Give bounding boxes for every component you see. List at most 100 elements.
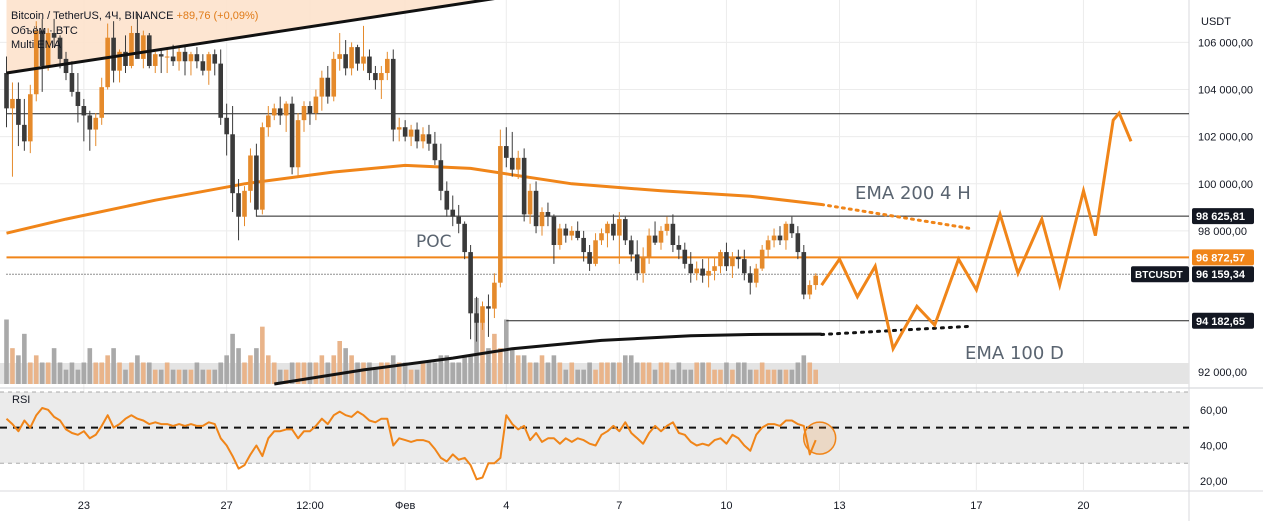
ema200-line	[6, 163, 822, 235]
candle	[385, 51, 390, 81]
volume-bar	[75, 369, 81, 384]
volume-bar	[99, 362, 104, 384]
candle-body	[313, 96, 319, 114]
volume-bar	[628, 355, 634, 384]
candle-body	[99, 87, 104, 118]
candle-body	[807, 285, 813, 295]
y-tick-label: 102 000,00	[1198, 132, 1253, 144]
candle	[379, 65, 384, 99]
candle	[676, 235, 682, 260]
symbol-line: Bitcoin / TetherUS, 4Ч, BINANCE +89,76 (…	[11, 9, 258, 24]
volume-bar	[736, 362, 741, 384]
volume-bar	[539, 355, 545, 384]
candle	[182, 44, 188, 76]
price-tag-value: 94 182,65	[1196, 316, 1245, 328]
candle	[527, 183, 533, 224]
volume-bar	[277, 369, 283, 384]
chart-legend: Bitcoin / TetherUS, 4Ч, BINANCE +89,76 (…	[11, 9, 258, 53]
candle-body	[652, 235, 658, 243]
candle-body	[414, 129, 420, 142]
candle-body	[33, 30, 39, 95]
volume-bar	[456, 362, 461, 384]
candle-body	[224, 117, 229, 135]
candle-body	[283, 103, 289, 116]
candle	[313, 89, 319, 121]
volume-bar	[367, 362, 372, 384]
candle	[283, 101, 289, 132]
candle	[795, 226, 801, 260]
volume-bar	[682, 369, 688, 384]
volume-bar	[355, 362, 360, 384]
volume-bar	[188, 369, 194, 384]
candle-body	[551, 216, 557, 246]
volume-bar	[141, 362, 146, 384]
candle	[28, 84, 33, 154]
candle-body	[468, 252, 473, 314]
candle	[343, 40, 348, 76]
y-tick-label: 98 000,00	[1198, 226, 1247, 238]
candle	[10, 82, 15, 177]
candle	[331, 51, 337, 102]
candle-body	[557, 228, 563, 246]
candle	[75, 73, 81, 123]
candle-body	[569, 230, 575, 236]
x-tick-label: 23	[78, 500, 90, 512]
x-tick-label: 13	[833, 500, 845, 512]
volume-bar	[694, 362, 699, 384]
volume-bar	[331, 355, 337, 384]
volume-bar	[81, 362, 87, 384]
volume-bar	[480, 319, 485, 384]
candle-body	[777, 235, 783, 241]
candle	[575, 221, 580, 241]
volume-bar	[337, 341, 342, 384]
indicator-ema-label[interactable]: Multi EMA	[11, 39, 62, 51]
ema100-projection	[820, 324, 972, 336]
candle	[63, 51, 69, 81]
candle-body	[539, 212, 545, 227]
volume-bar	[51, 348, 57, 384]
volume-bar	[605, 362, 610, 384]
candle	[628, 235, 634, 262]
candle-body	[724, 252, 729, 267]
candle	[694, 261, 699, 281]
volume-bar	[450, 362, 456, 384]
candle-body	[747, 273, 753, 283]
candle-body	[236, 193, 241, 217]
candle-body	[813, 275, 818, 286]
candle-body	[176, 51, 182, 62]
volume-bar	[777, 369, 783, 384]
candle	[670, 214, 676, 253]
candle-body	[319, 77, 325, 97]
candle	[69, 61, 75, 97]
candle	[152, 51, 158, 74]
candle-body	[396, 127, 402, 130]
volume-bar	[652, 369, 658, 384]
candle-body	[646, 235, 652, 257]
candle-body	[361, 56, 366, 64]
candle-body	[301, 106, 307, 121]
volume-bar	[504, 319, 509, 384]
candle-body	[730, 256, 735, 267]
candle	[81, 98, 87, 142]
candle-body	[188, 54, 194, 62]
candle-body	[670, 223, 676, 246]
indicator-volume-label[interactable]: Объём · BTC	[11, 24, 78, 37]
candle	[141, 30, 146, 69]
volume-bar	[230, 333, 235, 384]
volume-bar	[468, 355, 473, 384]
candle-body	[129, 32, 134, 66]
symbol-tag-text: BTCUSDT	[1135, 270, 1183, 281]
candle-body	[182, 51, 188, 62]
x-tick-label: 17	[970, 500, 982, 512]
volume-bar	[712, 369, 717, 384]
candle	[266, 106, 271, 137]
candle	[599, 228, 604, 246]
price-tags: 98 625,81 96 872,57 96 159,34 BTCUSDT 94 182…	[1131, 208, 1254, 329]
volume-bar	[325, 362, 331, 384]
candle-body	[765, 240, 771, 250]
candle	[402, 120, 408, 142]
volume-bar	[105, 355, 110, 384]
volume-bar	[248, 355, 253, 384]
candle-body	[4, 73, 9, 109]
